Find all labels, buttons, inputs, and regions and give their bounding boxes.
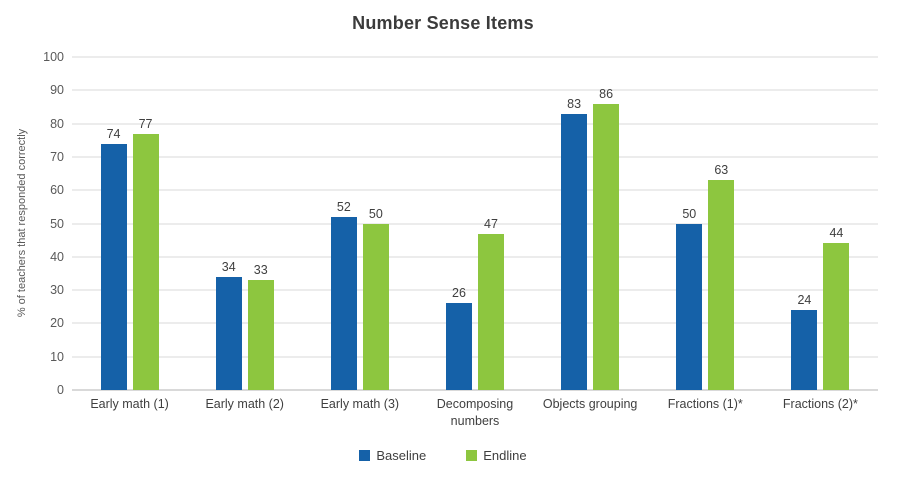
y-tick-label: 40 — [50, 249, 64, 264]
bar-value-label: 77 — [138, 116, 153, 131]
bar-baseline — [215, 276, 242, 390]
bar-endline — [247, 280, 274, 390]
bar-value-label: 50 — [682, 206, 697, 221]
y-tick-label: 30 — [50, 283, 64, 298]
y-tick-label: 100 — [43, 50, 64, 64]
y-tick-label: 90 — [50, 83, 64, 98]
bar-endline — [362, 223, 389, 390]
bar-group: 74 77 — [72, 57, 187, 390]
x-axis-label: Early math (1) — [90, 397, 169, 411]
y-tick-label: 50 — [50, 216, 64, 231]
bar-endline — [708, 180, 735, 390]
legend-item-endline: Endline — [466, 448, 527, 463]
bar-value-label: 24 — [797, 293, 812, 308]
gridline — [72, 189, 878, 191]
bar-value-label: 44 — [829, 226, 844, 241]
bar-wrap: 83 — [561, 57, 588, 390]
y-tick-label: 10 — [50, 349, 64, 364]
bar-value-label: 26 — [452, 286, 466, 301]
gridline — [72, 156, 878, 158]
gridline — [72, 289, 878, 291]
bar-baseline — [561, 113, 588, 390]
gridline — [72, 89, 878, 91]
bar-group: 24 44 — [763, 57, 878, 390]
x-axis-label: Objects grouping — [542, 397, 638, 411]
bar-wrap: 50 — [676, 57, 703, 390]
x-axis-label: Decomposing numbers — [436, 397, 514, 428]
bar-wrap: 26 — [445, 57, 472, 390]
gridline — [72, 123, 878, 125]
bar-wrap: 24 — [791, 57, 818, 390]
bar-wrap: 77 — [132, 57, 159, 390]
x-axis-label: Early math (2) — [205, 397, 284, 411]
x-axis-line — [72, 389, 878, 391]
chart-title: Number Sense Items — [352, 13, 534, 33]
gridline — [72, 356, 878, 358]
bar-endline — [823, 243, 850, 390]
bar-baseline — [676, 223, 703, 390]
bar-baseline — [791, 310, 818, 390]
bar-value-label: 86 — [599, 86, 614, 101]
gridline — [72, 223, 878, 224]
bar-endline — [477, 233, 504, 390]
bar-value-label: 47 — [484, 216, 498, 231]
y-tick-label: 60 — [50, 183, 64, 198]
bar-wrap: 50 — [362, 57, 389, 390]
y-tick-label: 20 — [50, 316, 64, 331]
y-tick-label: 80 — [50, 116, 64, 131]
gridlines — [72, 56, 878, 391]
gridline — [72, 56, 878, 58]
x-axis-label: Fractions (1)* — [667, 397, 743, 411]
bar-group: 50 63 — [648, 57, 763, 390]
y-tick-label: 0 — [57, 383, 64, 397]
baseline-swatch-icon — [359, 450, 371, 461]
bar-groups: 74 77 34 33 52 50 26 47 83 86 50 63 24 44 — [72, 57, 878, 390]
bar-value-label: 74 — [106, 126, 121, 141]
bar-value-label: 33 — [253, 263, 268, 278]
bar-wrap: 74 — [100, 57, 127, 390]
endline-swatch-icon — [466, 450, 478, 461]
y-tick-labels: 0 10 20 30 40 50 60 70 80 90 100 — [0, 50, 64, 397]
bar-wrap: 86 — [593, 57, 620, 390]
bar-value-label: 63 — [714, 163, 729, 178]
bar-group: 26 47 — [417, 57, 532, 390]
gridline — [72, 256, 878, 258]
bar-baseline — [100, 143, 127, 390]
bar-value-label: 52 — [336, 199, 351, 214]
legend-item-baseline: Baseline — [359, 448, 426, 463]
bar-group: 52 50 — [302, 57, 417, 390]
x-axis-labels: Early math (1) Early math (2) Early math (… — [72, 396, 878, 430]
bar-wrap: 63 — [708, 57, 735, 390]
bar-value-label: 50 — [368, 206, 383, 221]
bar-baseline — [445, 303, 472, 390]
bar-value-label: 83 — [567, 96, 582, 111]
bar-endline — [593, 103, 620, 390]
bar-value-label: 34 — [221, 259, 236, 274]
x-axis-label: Early math (3) — [320, 397, 400, 411]
bar-group: 83 86 — [533, 57, 648, 390]
x-axis-label: Fractions (2)* — [782, 397, 858, 411]
legend-label-endline: Endline — [483, 448, 527, 463]
legend-label-baseline: Baseline — [376, 448, 427, 463]
bar-wrap: 33 — [247, 57, 274, 390]
bar-baseline — [330, 216, 357, 390]
bar-wrap: 34 — [215, 57, 242, 390]
bar-wrap: 47 — [477, 57, 504, 390]
y-tick-label: 70 — [50, 149, 64, 164]
bar-wrap: 52 — [330, 57, 357, 390]
gridline — [72, 322, 878, 324]
bar-wrap: 44 — [823, 57, 850, 390]
bar-endline — [132, 133, 159, 390]
legend: Baseline Endline — [0, 448, 886, 463]
plot-area: 74 77 34 33 52 50 26 47 83 86 50 63 24 44 — [72, 56, 878, 391]
bar-group: 34 33 — [187, 57, 302, 390]
